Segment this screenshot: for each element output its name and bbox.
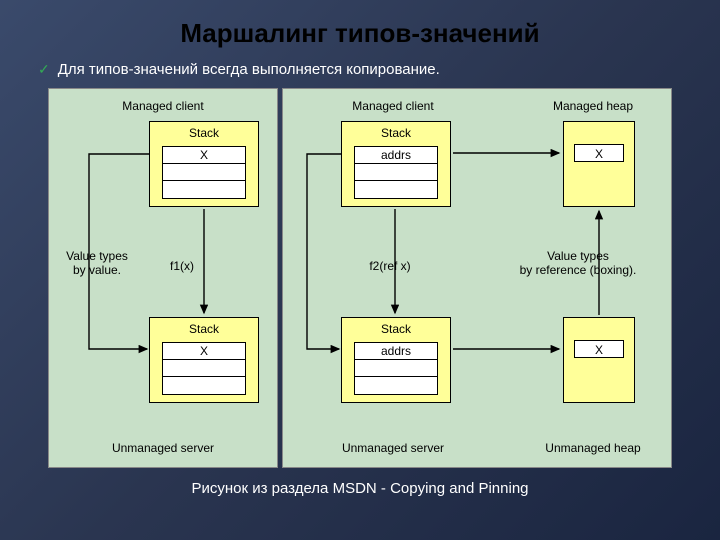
stack-box-bottom-r: Stack addrs xyxy=(341,317,451,403)
stack-box-top-r: Stack addrs xyxy=(341,121,451,207)
fn-label: f1(x) xyxy=(157,259,207,273)
slot-empty xyxy=(355,360,437,377)
bullet-item: ✓ Для типов-значений всегда выполняется … xyxy=(0,57,720,88)
unmanaged-heap-label: Unmanaged heap xyxy=(523,441,663,455)
heap-box-bottom: X xyxy=(563,317,635,403)
slot-x: X xyxy=(163,343,245,360)
left-panel: Managed client Stack X Value types by va… xyxy=(48,88,278,468)
stack-title: Stack xyxy=(150,122,258,146)
slot-empty xyxy=(163,181,245,198)
heap-box-top: X xyxy=(563,121,635,207)
managed-client-label: Managed client xyxy=(323,99,463,113)
slot-empty xyxy=(355,164,437,181)
heap-slot-x: X xyxy=(574,144,624,162)
check-icon: ✓ xyxy=(38,61,50,78)
stack-box-top: Stack X xyxy=(149,121,259,207)
stack-box-bottom: Stack X xyxy=(149,317,259,403)
diagram-container: Managed client Stack X Value types by va… xyxy=(0,88,720,468)
slot-addrs: addrs xyxy=(355,343,437,360)
slot-empty xyxy=(355,377,437,394)
slot-empty xyxy=(163,377,245,394)
stack-title: Stack xyxy=(342,318,450,342)
value-types-ref-label: Value types by reference (boxing). xyxy=(493,249,663,277)
slot-empty xyxy=(163,360,245,377)
stack-title: Stack xyxy=(342,122,450,146)
unmanaged-server-label-r: Unmanaged server xyxy=(313,441,473,455)
managed-heap-label: Managed heap xyxy=(533,99,653,113)
right-panel: Managed client Managed heap Stack addrs … xyxy=(282,88,672,468)
caption: Рисунок из раздела MSDN - Copying and Pi… xyxy=(0,468,720,497)
unmanaged-server-label: Unmanaged server xyxy=(49,441,277,455)
stack-title: Stack xyxy=(150,318,258,342)
page-title: Маршалинг типов-значений xyxy=(0,0,720,57)
fn-label-r: f2(ref x) xyxy=(355,259,425,273)
slot-addrs: addrs xyxy=(355,147,437,164)
heap-slot-x: X xyxy=(574,340,624,358)
bullet-text: Для типов-значений всегда выполняется ко… xyxy=(58,61,440,78)
value-types-label: Value types by value. xyxy=(57,249,137,277)
slot-empty xyxy=(163,164,245,181)
managed-client-label: Managed client xyxy=(49,99,277,113)
slot-x: X xyxy=(163,147,245,164)
slot-empty xyxy=(355,181,437,198)
